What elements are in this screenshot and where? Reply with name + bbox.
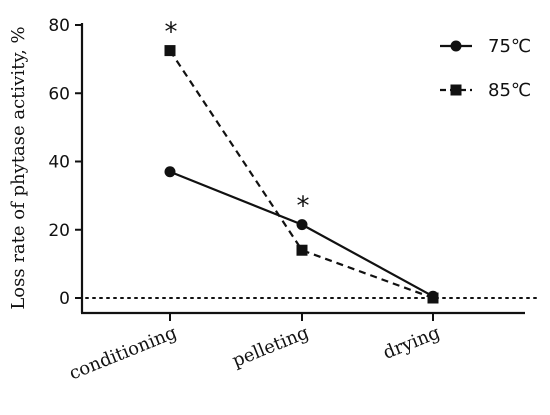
data-point-square [164, 45, 176, 57]
y-tick-label: 0 [59, 289, 70, 309]
x-tick-label: conditioning [66, 322, 180, 384]
series-line-2 [169, 49, 434, 300]
data-point-square [296, 244, 308, 256]
axes: 0 20 40 60 80 conditioning pelleting drying [48, 16, 525, 384]
legend-label: 85℃ [488, 80, 531, 101]
data-point-circle [164, 166, 176, 178]
y-tick-label: 20 [48, 221, 70, 241]
x-tick-label: pelleting [229, 322, 311, 372]
significance-marker: * [165, 18, 178, 48]
data-point-square [427, 292, 439, 304]
series-line-1 [169, 170, 434, 298]
x-tick-label: drying [380, 322, 443, 364]
significance-marker: * [297, 192, 310, 222]
y-axis-title: Loss rate of phytase activity, % [8, 26, 29, 309]
y-tick-label: 60 [48, 84, 70, 104]
y-tick-label: 40 [48, 153, 70, 173]
legend-label: 75℃ [488, 36, 531, 57]
y-tick-label: 80 [48, 16, 70, 36]
series-group [164, 45, 439, 304]
data-point-circle [296, 219, 308, 231]
legend-marker-square [450, 84, 462, 96]
annotation-group: ** [165, 18, 310, 222]
legend-marker-circle [450, 40, 462, 52]
legend: 75℃ 85℃ [440, 36, 531, 101]
